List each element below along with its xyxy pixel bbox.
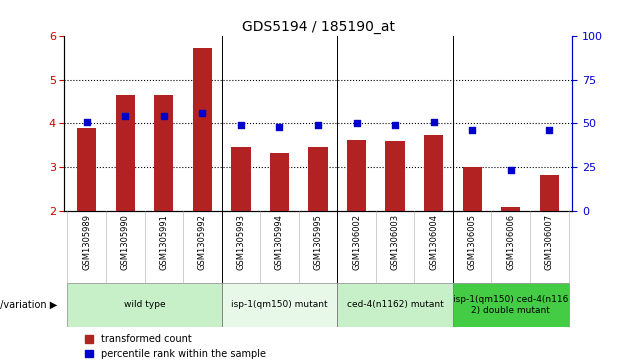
Text: GSM1305994: GSM1305994 [275, 214, 284, 270]
Bar [385, 141, 404, 211]
Point [120, 114, 130, 119]
Bar [154, 95, 174, 211]
Bar [116, 95, 135, 211]
Point [159, 114, 169, 119]
Point [352, 121, 362, 126]
Bar [270, 152, 289, 211]
Point [236, 122, 246, 128]
Point [390, 122, 400, 128]
Title: GDS5194 / 185190_at: GDS5194 / 185190_at [242, 20, 394, 34]
Text: GSM1306007: GSM1306007 [545, 214, 554, 270]
Point [81, 119, 92, 125]
Text: GSM1305990: GSM1305990 [121, 214, 130, 270]
Bar [501, 207, 520, 211]
Point [313, 122, 323, 128]
Bar [337, 283, 453, 327]
Legend: transformed count, percentile rank within the sample: transformed count, percentile rank withi… [81, 330, 270, 363]
Bar [424, 135, 443, 211]
Text: GSM1305989: GSM1305989 [82, 214, 91, 270]
Point [429, 119, 439, 125]
Text: wild type: wild type [124, 301, 165, 309]
Bar [232, 147, 251, 211]
Text: GSM1305993: GSM1305993 [237, 214, 245, 270]
Point [506, 168, 516, 174]
Text: GSM1305992: GSM1305992 [198, 214, 207, 270]
Bar [539, 175, 559, 211]
Text: GSM1306006: GSM1306006 [506, 214, 515, 270]
Text: GSM1306002: GSM1306002 [352, 214, 361, 270]
Point [544, 127, 555, 133]
Bar [453, 283, 569, 327]
Text: GSM1306003: GSM1306003 [391, 214, 399, 270]
Point [467, 127, 477, 133]
Bar [193, 49, 212, 211]
Bar [67, 283, 221, 327]
Text: GSM1306005: GSM1306005 [467, 214, 476, 270]
Bar [77, 128, 97, 211]
Bar [221, 283, 337, 327]
Bar [462, 167, 482, 211]
Point [197, 110, 207, 116]
Text: GSM1305991: GSM1305991 [160, 214, 169, 270]
Text: genotype/variation ▶: genotype/variation ▶ [0, 300, 57, 310]
Text: isp-1(qm150) mutant: isp-1(qm150) mutant [231, 301, 328, 309]
Text: ced-4(n1162) mutant: ced-4(n1162) mutant [347, 301, 443, 309]
Bar [308, 147, 328, 211]
Bar [347, 140, 366, 211]
Text: GSM1305995: GSM1305995 [314, 214, 322, 270]
Text: isp-1(qm150) ced-4(n116
2) double mutant: isp-1(qm150) ced-4(n116 2) double mutant [453, 295, 569, 315]
Text: GSM1306004: GSM1306004 [429, 214, 438, 270]
Point [274, 124, 284, 130]
